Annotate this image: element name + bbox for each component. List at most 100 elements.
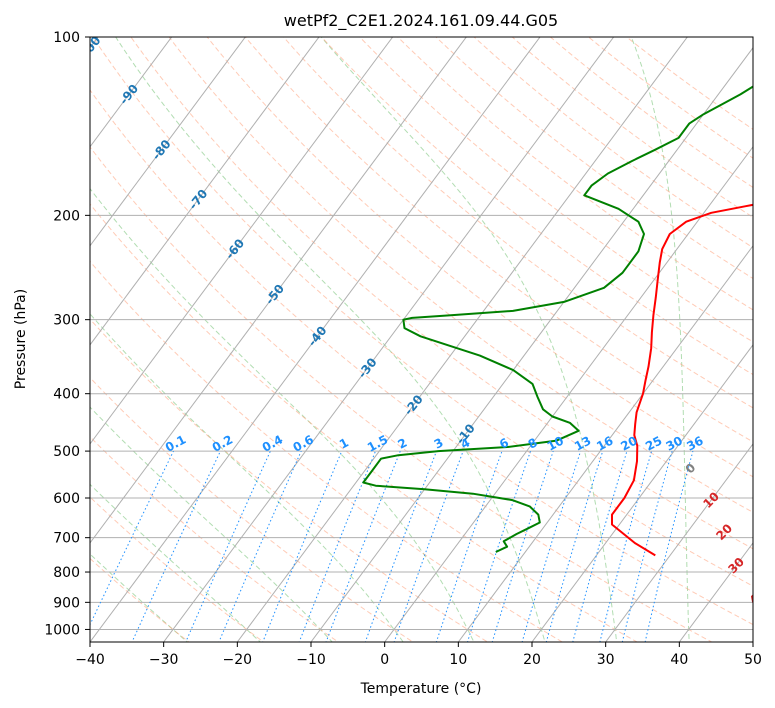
dry-adiabat bbox=[625, 37, 753, 130]
x-tick-label: −20 bbox=[223, 652, 253, 668]
dry-adiabat bbox=[511, 37, 753, 218]
isotherm bbox=[163, 37, 615, 642]
mixing-ratio-line bbox=[545, 450, 604, 642]
dry-adiabat bbox=[587, 37, 753, 159]
moist-adiabat bbox=[90, 313, 404, 642]
y-tick-label: 500 bbox=[53, 444, 80, 460]
dry-adiabat bbox=[359, 37, 753, 343]
isotherm bbox=[90, 37, 173, 148]
dry-adiabat bbox=[168, 37, 753, 513]
isotherms bbox=[90, 37, 753, 642]
y-tick-label: 400 bbox=[53, 387, 80, 403]
mixing-ratio-line bbox=[466, 450, 531, 642]
dry-adiabat bbox=[130, 37, 753, 550]
theta-e-label: 40 bbox=[746, 586, 768, 608]
isotherm bbox=[90, 37, 246, 247]
isotherm-label: -70 bbox=[186, 187, 211, 213]
isotherm bbox=[90, 37, 541, 642]
isotherm bbox=[90, 37, 467, 544]
sounding-profiles bbox=[362, 85, 753, 557]
mixing-ratio-line bbox=[90, 450, 174, 626]
mixing-ratio-label: 10 bbox=[545, 433, 566, 453]
dry-adiabat bbox=[206, 37, 753, 478]
isotherm-label: -90 bbox=[117, 82, 142, 108]
dry-adiabat bbox=[90, 203, 639, 642]
isotherm bbox=[90, 37, 320, 346]
x-tick-label: −40 bbox=[75, 652, 105, 668]
mixing-ratio-line bbox=[599, 450, 653, 642]
dry-adiabat bbox=[244, 37, 753, 443]
isotherm bbox=[90, 37, 394, 445]
x-tick-label: 10 bbox=[449, 652, 467, 668]
mixing-ratio-line bbox=[325, 450, 401, 642]
y-axis-label: Pressure (hPa) bbox=[13, 289, 29, 389]
isotherm bbox=[678, 542, 753, 642]
isotherm bbox=[752, 641, 753, 642]
chart-title: wetPf2_C2E1.2024.161.09.44.G05 bbox=[284, 11, 558, 31]
dewpoint-profile bbox=[362, 85, 753, 553]
isotherm bbox=[531, 344, 753, 642]
dry-adiabat bbox=[90, 436, 340, 642]
mixing-ratio-line bbox=[185, 450, 271, 642]
dry-adiabat bbox=[435, 37, 753, 280]
dry-adiabat bbox=[90, 260, 564, 642]
y-tick-label: 100 bbox=[53, 30, 80, 46]
temperature-profile bbox=[611, 203, 753, 557]
plot-frame bbox=[89, 36, 754, 643]
x-tick-label: −10 bbox=[296, 652, 326, 668]
mixing-ratio-label: 3 bbox=[432, 435, 446, 451]
dry-adiabat bbox=[282, 37, 753, 409]
pressure-gridlines bbox=[90, 37, 753, 630]
moist-adiabat bbox=[320, 37, 618, 642]
dry-adiabat bbox=[397, 37, 753, 311]
mixing-ratio-label: 1 bbox=[337, 435, 351, 451]
mixing-ratio-lines bbox=[90, 450, 694, 642]
dry-adiabat bbox=[90, 89, 753, 626]
mixing-ratio-label: 16 bbox=[594, 433, 615, 453]
isotherm bbox=[384, 145, 753, 642]
x-tick-label: 30 bbox=[597, 652, 615, 668]
isotherm bbox=[605, 443, 753, 642]
moist-adiabats bbox=[90, 37, 690, 642]
x-tick-label: 20 bbox=[523, 652, 541, 668]
mixing-ratio-line bbox=[262, 450, 343, 642]
mixing-ratio-label: 20 bbox=[618, 433, 639, 453]
x-axis-ticks: −40 −30 −20 −10 0 10 20 30 40 50 bbox=[75, 642, 762, 668]
mixing-ratio-line bbox=[298, 450, 376, 642]
mixing-ratio-line bbox=[131, 450, 221, 642]
isotherm-label: -10 bbox=[453, 421, 478, 447]
mixing-ratio-label: 30 bbox=[664, 433, 685, 453]
dry-adiabats bbox=[90, 37, 753, 642]
y-tick-label: 600 bbox=[53, 491, 80, 507]
plot-area: 0.1 0.2 0.4 0.6 1 1.5 2 3 4 6 8 10 13 16 20 25 30 36-100-… bbox=[90, 37, 768, 642]
x-tick-label: 0 bbox=[380, 652, 389, 668]
moist-adiabat bbox=[90, 553, 189, 642]
theta-e-label: 20 bbox=[713, 521, 735, 543]
dry-adiabat bbox=[90, 376, 414, 642]
isotherm-label: -50 bbox=[263, 282, 288, 308]
y-tick-label: 900 bbox=[53, 595, 80, 611]
mixing-ratio-line bbox=[435, 450, 503, 642]
dry-adiabat bbox=[473, 37, 753, 249]
mixing-ratio-line bbox=[364, 450, 437, 642]
mixing-ratio-label: 6 bbox=[497, 435, 511, 451]
dry-adiabat bbox=[90, 496, 265, 642]
isotherm-label: -30 bbox=[355, 355, 380, 381]
y-tick-label: 1000 bbox=[44, 622, 80, 638]
y-tick-label: 800 bbox=[53, 565, 80, 581]
mixing-ratio-line bbox=[572, 450, 628, 642]
line-labels: 0.1 0.2 0.4 0.6 1 1.5 2 3 4 6 8 10 13 16 20 25 30 36-100-… bbox=[90, 37, 768, 608]
dry-adiabat bbox=[92, 37, 753, 587]
x-tick-label: 50 bbox=[744, 652, 762, 668]
y-tick-label: 700 bbox=[53, 531, 80, 547]
isotherm-label: -40 bbox=[305, 323, 330, 349]
isotherm bbox=[457, 244, 753, 642]
mixing-ratio-line bbox=[644, 450, 694, 642]
y-tick-label: 200 bbox=[53, 208, 80, 224]
moist-adiabat bbox=[115, 37, 546, 642]
x-tick-label: 40 bbox=[670, 652, 688, 668]
x-tick-label: −30 bbox=[149, 652, 179, 668]
mixing-ratio-label: 2 bbox=[395, 435, 409, 451]
mixing-ratio-line bbox=[393, 450, 464, 642]
mixing-ratio-label: 36 bbox=[684, 433, 705, 453]
